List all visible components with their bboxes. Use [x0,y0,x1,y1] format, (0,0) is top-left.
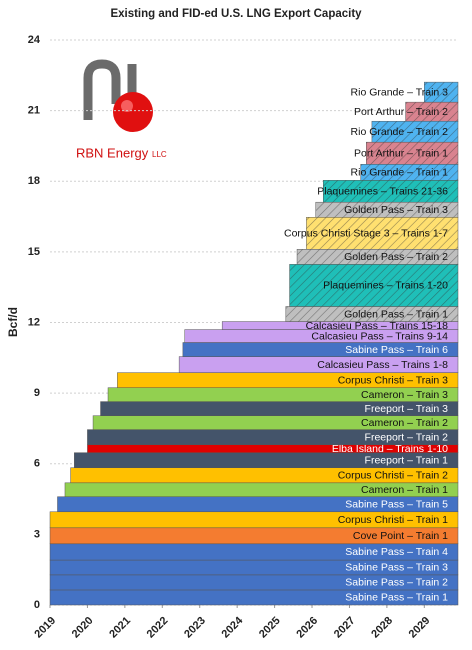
y-axis-label: Bcf/d [6,307,20,337]
band-label: Calcasieu Pass – Trains 15-18 [306,320,449,332]
band-label: Sabine Pass – Train 6 [345,344,448,356]
capacity-band [306,217,459,250]
y-tick-label: 0 [34,599,40,611]
band-label: Golden Pass – Train 1 [344,308,448,320]
logo-highlight [121,100,133,112]
band-label: Rio Grande – Train 1 [351,167,449,179]
x-tick-label: 2027 [332,615,358,641]
capacity-band [424,81,459,103]
y-tick-label: 12 [28,316,40,328]
x-tick-label: 2029 [407,615,433,641]
logo-text: RBN Energy [76,145,149,160]
band-label: Rio Grande – Train 2 [351,126,449,138]
capacity-band [289,264,459,307]
y-tick-label: 24 [28,34,41,46]
x-tick-label: 2021 [107,615,133,641]
band-label: Plaquemines – Trains 21-36 [317,186,448,198]
y-tick-label: 18 [28,175,40,187]
x-tick-label: 2026 [294,615,320,641]
x-tick-label: 2022 [145,615,171,641]
band-label: Sabine Pass – Train 3 [345,562,448,574]
band-label: Sabine Pass – Train 4 [345,546,448,558]
y-tick-label: 15 [28,246,40,258]
logo: RBN Energy LLC [76,59,167,160]
band-label: Sabine Pass – Train 1 [345,592,448,604]
band-label: Golden Pass – Train 3 [344,204,448,216]
band-label: Port Arthur – Train 1 [354,148,448,160]
band-label: Rio Grande – Train 3 [351,86,449,98]
band-label: Port Arthur – Train 2 [354,106,448,118]
band-label: Calcasieu Pass – Trains 1-8 [317,359,448,371]
logo-suffix: LLC [152,150,167,159]
band-label: Corpus Christi – Train 2 [338,470,448,482]
band-label: Sabine Pass – Train 5 [345,499,448,511]
x-tick-label: 2020 [70,615,96,641]
logo-ball [113,92,153,132]
x-tick-label: 2025 [257,615,283,641]
band-label: Plaquemines – Trains 1-20 [323,280,448,292]
y-tick-label: 9 [34,387,40,399]
band-label: Calcasieu Pass – Trains 9-14 [311,330,448,342]
y-tick-label: 3 [34,528,40,540]
band-label: Sabine Pass – Train 2 [345,577,448,589]
band-label: Freeport – Train 2 [365,431,449,443]
x-tick-label: 2019 [32,615,58,641]
band-label: Cameron – Train 3 [361,389,448,401]
band-label: Freeport – Train 1 [365,455,449,467]
y-tick-label: 21 [28,105,40,117]
band-label: Cameron – Train 1 [361,484,448,496]
x-tick-label: 2024 [220,614,246,640]
x-tick-label: 2023 [182,615,208,641]
band-label: Cove Point – Train 1 [353,530,448,542]
band-label: Freeport – Train 3 [365,403,449,415]
band-label: Golden Pass – Train 2 [344,251,448,263]
band-label: Corpus Christi – Train 3 [338,374,448,386]
band-label: Cameron – Train 2 [361,417,448,429]
chart-title: Existing and FID-ed U.S. LNG Export Capa… [110,8,362,20]
y-tick-label: 6 [34,458,40,470]
band-label: Corpus Christi – Train 1 [338,514,448,526]
band-label: Elba Island – Trains 1-10 [332,443,448,455]
x-tick-label: 2028 [369,615,395,641]
band-label: Corpus Christi Stage 3 – Trains 1-7 [284,228,448,240]
logo-pipe [83,59,121,120]
